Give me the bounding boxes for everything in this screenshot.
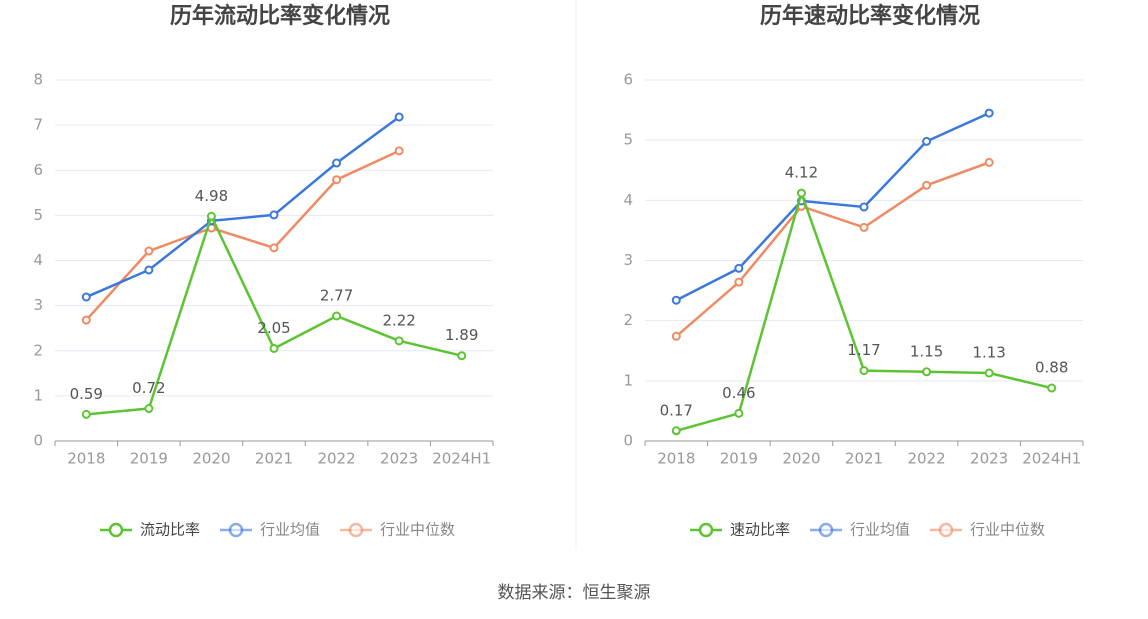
data-point xyxy=(671,331,681,341)
data-label: 0.46 xyxy=(722,384,755,402)
y-tick-label: 2 xyxy=(33,341,43,359)
data-point xyxy=(206,211,216,221)
data-point xyxy=(734,277,744,287)
legend-label: 流动比率 xyxy=(140,521,200,539)
data-point xyxy=(394,336,404,346)
series-line xyxy=(85,149,400,321)
x-tick-label: 2018 xyxy=(67,450,105,468)
data-label: 2.77 xyxy=(320,287,353,305)
data-point xyxy=(269,243,279,253)
data-point xyxy=(984,157,994,167)
legend-swatch xyxy=(818,522,834,538)
legend-swatch xyxy=(938,522,954,538)
legend-swatch xyxy=(348,522,364,538)
legend-label: 行业中位数 xyxy=(380,521,455,539)
legend-label: 行业中位数 xyxy=(970,521,1045,539)
data-point xyxy=(144,404,154,414)
x-tick-label: 2022 xyxy=(317,450,355,468)
data-point xyxy=(922,136,932,146)
x-tick-label: 2020 xyxy=(782,450,820,468)
chart-title: 历年流动比率变化情况 xyxy=(170,3,390,29)
data-label: 4.12 xyxy=(785,164,818,182)
y-tick-label: 7 xyxy=(33,116,43,134)
legend-label: 行业均值 xyxy=(850,521,910,539)
chart-title: 历年速动比率变化情况 xyxy=(760,3,980,29)
data-point xyxy=(671,295,681,305)
data-label: 0.59 xyxy=(70,385,103,403)
data-label: 2.05 xyxy=(257,319,290,337)
data-point xyxy=(81,315,91,325)
x-tick-label: 2023 xyxy=(970,450,1008,468)
series-line xyxy=(675,161,990,338)
y-tick-label: 2 xyxy=(623,311,633,329)
source-note: 数据来源：恒生聚源 xyxy=(498,583,651,603)
x-tick-label: 2020 xyxy=(192,450,230,468)
x-tick-label: 2021 xyxy=(255,450,293,468)
data-point xyxy=(144,246,154,256)
data-label: 1.15 xyxy=(910,342,943,360)
y-tick-label: 3 xyxy=(33,296,43,314)
data-point xyxy=(922,367,932,377)
data-label: 4.98 xyxy=(195,187,228,205)
data-point xyxy=(332,158,342,168)
data-point xyxy=(734,408,744,418)
data-point xyxy=(269,343,279,353)
data-label: 1.17 xyxy=(847,341,880,359)
data-point xyxy=(859,366,869,376)
x-tick-label: 2022 xyxy=(907,450,945,468)
x-tick-label: 2021 xyxy=(845,450,883,468)
y-tick-label: 3 xyxy=(623,251,633,269)
data-point xyxy=(394,146,404,156)
x-tick-label: 2019 xyxy=(130,450,168,468)
data-point xyxy=(984,368,994,378)
series-line xyxy=(85,115,400,299)
y-tick-label: 5 xyxy=(33,206,43,224)
data-point xyxy=(984,108,994,118)
x-tick-label: 2024H1 xyxy=(1022,450,1081,468)
data-point xyxy=(859,222,869,232)
legend-swatch xyxy=(228,522,244,538)
legend-label: 速动比率 xyxy=(730,521,790,539)
data-point xyxy=(332,175,342,185)
data-point xyxy=(457,351,467,361)
x-tick-label: 2024H1 xyxy=(432,450,491,468)
data-point xyxy=(859,202,869,212)
y-tick-label: 6 xyxy=(623,71,633,89)
data-point xyxy=(81,409,91,419)
y-tick-label: 1 xyxy=(623,371,633,389)
legend-swatch xyxy=(698,522,714,538)
data-point xyxy=(332,311,342,321)
data-point xyxy=(671,426,681,436)
x-tick-label: 2023 xyxy=(380,450,418,468)
legend-swatch xyxy=(108,522,124,538)
y-tick-label: 1 xyxy=(33,386,43,404)
data-point xyxy=(796,188,806,198)
x-tick-label: 2019 xyxy=(720,450,758,468)
y-tick-label: 0 xyxy=(33,432,43,450)
y-tick-label: 0 xyxy=(623,432,633,450)
data-label: 0.88 xyxy=(1035,359,1068,377)
data-point xyxy=(922,180,932,190)
y-tick-label: 4 xyxy=(623,191,633,209)
data-point xyxy=(269,210,279,220)
data-label: 0.17 xyxy=(660,401,693,419)
data-point xyxy=(144,265,154,275)
x-tick-label: 2018 xyxy=(657,450,695,468)
data-label: 2.22 xyxy=(382,311,415,329)
data-label: 0.72 xyxy=(132,379,165,397)
data-label: 1.89 xyxy=(445,326,478,344)
legend-label: 行业均值 xyxy=(260,521,320,539)
data-point xyxy=(394,112,404,122)
y-tick-label: 6 xyxy=(33,161,43,179)
data-point xyxy=(81,292,91,302)
series-line xyxy=(675,111,990,302)
y-tick-label: 5 xyxy=(623,131,633,149)
y-tick-label: 4 xyxy=(33,251,43,269)
y-tick-label: 8 xyxy=(33,71,43,89)
data-point xyxy=(734,263,744,273)
data-point xyxy=(1047,383,1057,393)
data-label: 1.13 xyxy=(972,344,1005,362)
